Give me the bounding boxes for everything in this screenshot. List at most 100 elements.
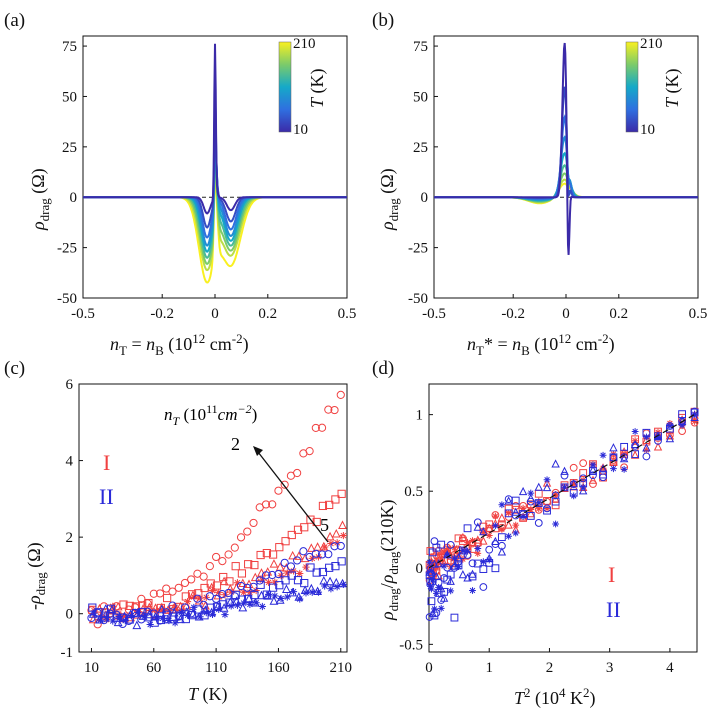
panel-d: (d) 0 1 2 3 410.50-0.5 I II ρdrag/ρdrag(210K…: [372, 358, 699, 709]
panel-c-point: [144, 598, 153, 608]
panel-c-point: [293, 576, 303, 585]
panel-c-point: [258, 602, 266, 611]
panel-d-ytick-label: 0.5: [404, 484, 423, 500]
panel-d-point: [631, 450, 640, 459]
panel-a-xlabel: nT = nB (1012 cm-2): [110, 331, 249, 358]
panel-c-point: [121, 617, 129, 625]
panel-c-point: [218, 589, 227, 599]
panel-d-point: [630, 439, 640, 449]
panel-c-ytick-label: 2: [66, 530, 74, 546]
panel-c-point: [306, 543, 316, 552]
panel-d-point: [435, 583, 443, 591]
panel-c-point: [261, 571, 271, 580]
panel-c-point: [174, 583, 183, 592]
panel-d-point: [560, 466, 569, 475]
panel-d-point: [432, 589, 440, 597]
panel-b-ytick-label: 50: [413, 89, 428, 105]
panel-b-xl-unit2: cm: [571, 334, 598, 354]
panel-d-point: [642, 443, 651, 452]
panel-d-point: [427, 597, 436, 606]
panel-c-point: [252, 586, 260, 595]
panel-d-point: [497, 513, 507, 522]
panel-b-label: (b): [372, 10, 394, 31]
panel-c-legend-cm: cm: [218, 405, 238, 424]
panel-d-ylabel-rho: ρ: [377, 611, 397, 621]
panel-d-point: [588, 475, 598, 484]
panel-c-point: [212, 581, 222, 590]
panel-c-point: [287, 571, 296, 580]
panel-d-point: [464, 547, 471, 555]
panel-a-ylabel-rho: ρ: [28, 221, 48, 231]
panel-d-point: [491, 522, 499, 530]
panel-b-cb-T: T: [662, 96, 682, 108]
panel-d-point: [485, 520, 494, 529]
panel-d-frame: [428, 383, 698, 653]
panel-c-point: [296, 569, 304, 578]
panel-d-ylabel-sub: drag: [386, 588, 401, 612]
panel-d-point: [479, 536, 488, 545]
panel-a-cb-T: T: [307, 96, 327, 108]
panel-c-point: [319, 575, 329, 585]
panel-c-point: [231, 562, 240, 571]
panel-c-point: [146, 620, 154, 629]
panel-d-point: [432, 571, 441, 581]
panel-d-point: [519, 504, 527, 512]
panel-a-xl-sub2: B: [155, 343, 164, 358]
panel-c-point: [306, 563, 315, 572]
panel-a-colorbar-max: 210: [293, 36, 316, 52]
panel-c-point: [233, 579, 242, 587]
panel-d-point: [437, 554, 445, 562]
panel-c-ylabel-rho: ρ: [24, 595, 44, 605]
panel-a-xl-exp: 12: [192, 331, 205, 346]
panel-c-point: [215, 605, 223, 613]
panel-b-xtick-label: -0.2: [501, 306, 525, 322]
panel-c-point: [280, 558, 289, 567]
panel-d-point: [458, 570, 468, 579]
panel-c-arrow-head: [253, 446, 263, 456]
panel-c-legend-title: nT (1011cm−2): [164, 402, 257, 428]
panel-c-point: [149, 589, 158, 598]
panel-c-point: [287, 530, 296, 540]
panel-d-point: [619, 454, 629, 463]
panel-d-points: [425, 407, 699, 622]
panel-c-point: [187, 590, 197, 599]
panel-b-curve-10K: [434, 42, 698, 255]
panel-c-point: [176, 614, 185, 624]
panel-c-point: [256, 550, 265, 560]
panel-c-xtick-label: 160: [267, 660, 290, 676]
panel-c-xl-T: T: [188, 684, 200, 704]
panel-c-point: [144, 609, 154, 619]
panel-d-point: [511, 496, 520, 505]
panel-a-xtick-label: -0.2: [150, 306, 174, 322]
panel-a-curves: [83, 43, 347, 284]
panel-c-point: [227, 588, 235, 596]
panel-c-point: [306, 515, 315, 524]
panel-d-xl-close: ): [590, 688, 596, 709]
panel-d-point: [552, 520, 560, 528]
panel-c-point: [280, 480, 289, 489]
panel-d-point: [512, 521, 520, 529]
panel-c-point: [180, 578, 190, 588]
panel-b-ylabel-unit: (Ω): [377, 168, 398, 198]
panel-c-point: [337, 557, 346, 566]
panel-c-ylabel-sub: drag: [33, 572, 48, 596]
panel-c-point: [289, 587, 298, 596]
panel-c-point: [312, 568, 321, 577]
panel-c-point: [293, 468, 302, 478]
panel-d-point: [474, 550, 482, 557]
panel-d-point: [526, 509, 535, 518]
panel-d-point: [519, 513, 527, 520]
panel-c-point: [244, 560, 253, 569]
panel-d-point: [569, 479, 578, 488]
panel-d-ylabel-rho2: ρ: [377, 574, 397, 584]
panel-c-point: [275, 543, 284, 552]
panel-c-point: [300, 578, 309, 588]
panel-c-point: [277, 572, 285, 580]
panel-d-point: [505, 509, 513, 517]
panel-b-xl-exp: 12: [558, 331, 571, 346]
panel-c-point: [321, 582, 329, 590]
panel-c-point: [187, 575, 196, 584]
panel-d-point: [432, 557, 440, 564]
